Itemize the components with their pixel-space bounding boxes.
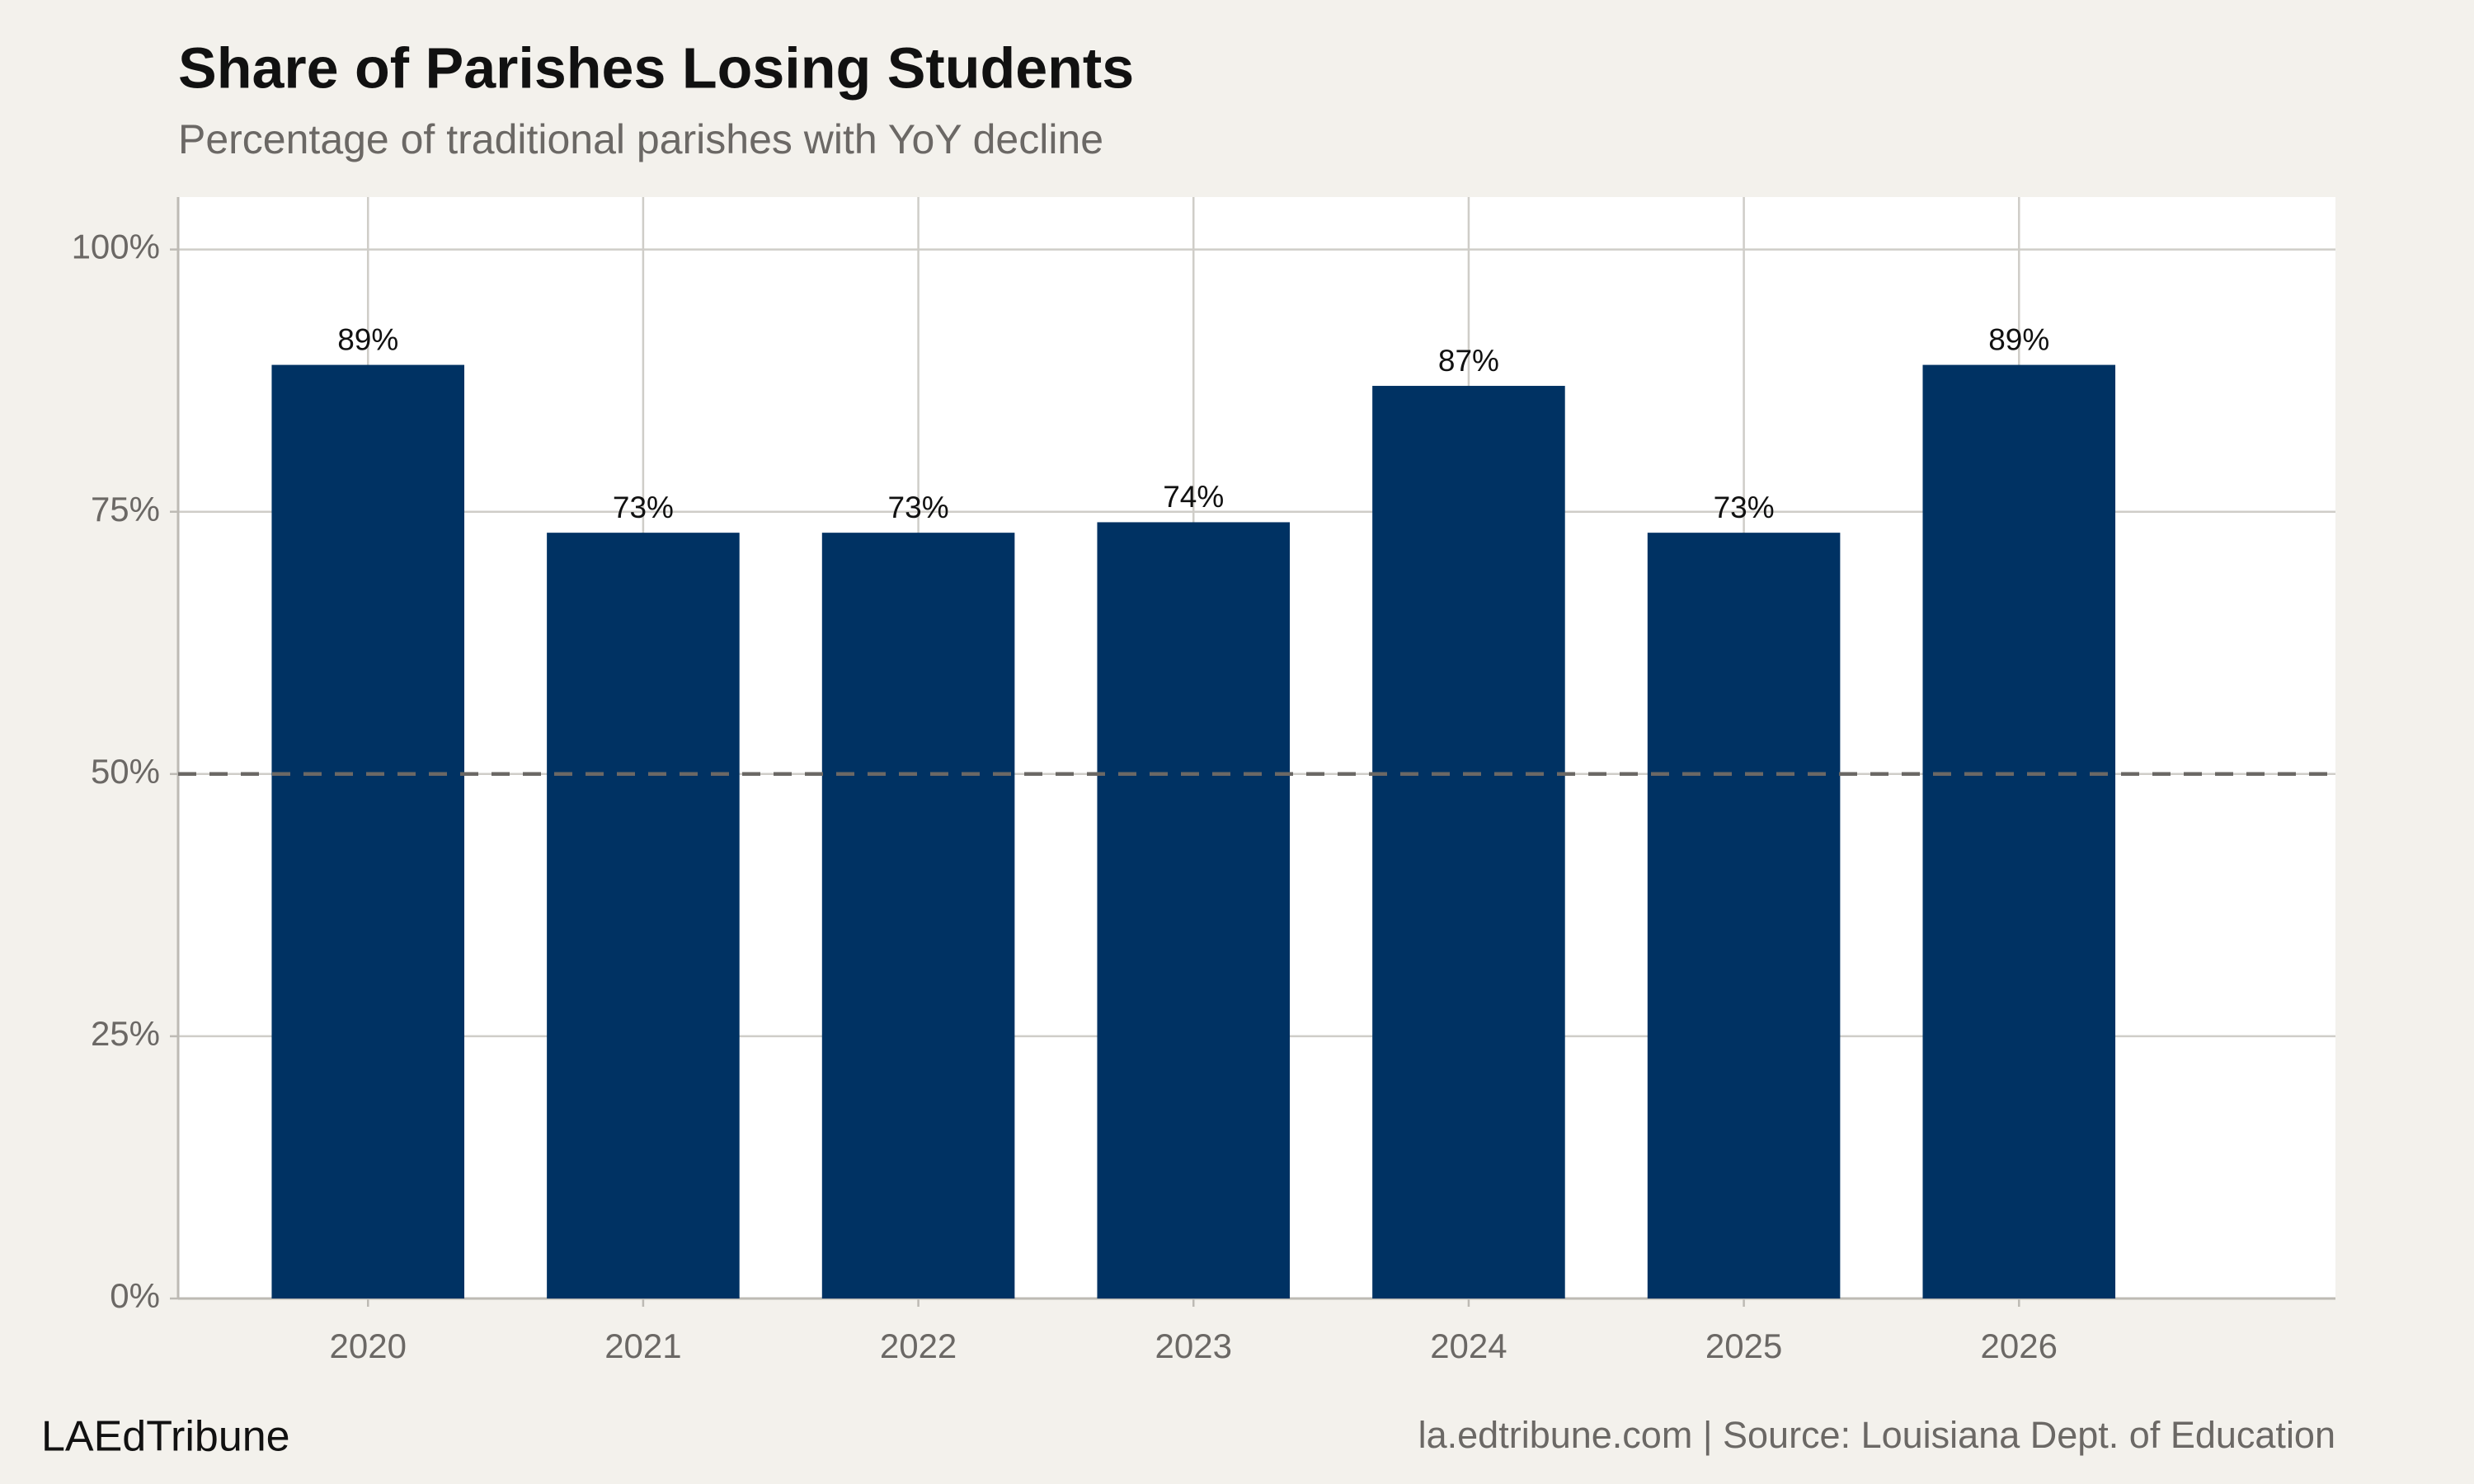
x-tick-label: 2023 <box>1155 1327 1232 1365</box>
bar <box>1922 364 2116 1299</box>
chart-title: Share of Parishes Losing Students <box>178 35 1134 100</box>
x-tick-label: 2020 <box>330 1327 407 1365</box>
y-tick-label: 0% <box>110 1276 160 1315</box>
y-tick-label: 100% <box>72 228 160 266</box>
x-tick-label: 2021 <box>604 1327 681 1365</box>
bar <box>271 364 465 1299</box>
bar <box>547 533 740 1298</box>
value-label: 89% <box>1988 322 2049 356</box>
bar <box>1372 386 1565 1298</box>
chart-subtitle: Percentage of traditional parishes with … <box>178 116 1103 162</box>
x-tick-label: 2025 <box>1705 1327 1782 1365</box>
value-label: 73% <box>1714 491 1775 524</box>
bar <box>1097 522 1291 1298</box>
value-label: 74% <box>1163 480 1224 514</box>
x-tick-label: 2024 <box>1430 1327 1507 1365</box>
y-tick-label: 75% <box>91 490 160 528</box>
value-label: 87% <box>1438 344 1499 378</box>
x-tick-label: 2022 <box>880 1327 957 1365</box>
bar <box>1647 533 1841 1298</box>
y-tick-label: 50% <box>91 752 160 791</box>
brand: LAEdTribune <box>41 1413 290 1461</box>
x-tick-label: 2026 <box>1981 1327 2058 1365</box>
value-label: 73% <box>888 491 949 524</box>
bar <box>821 533 1015 1298</box>
value-label: 89% <box>337 322 398 356</box>
y-tick-label: 25% <box>91 1014 160 1053</box>
caption: la.edtribune.com | Source: Louisiana Dep… <box>1418 1414 2335 1456</box>
value-label: 73% <box>613 491 674 524</box>
